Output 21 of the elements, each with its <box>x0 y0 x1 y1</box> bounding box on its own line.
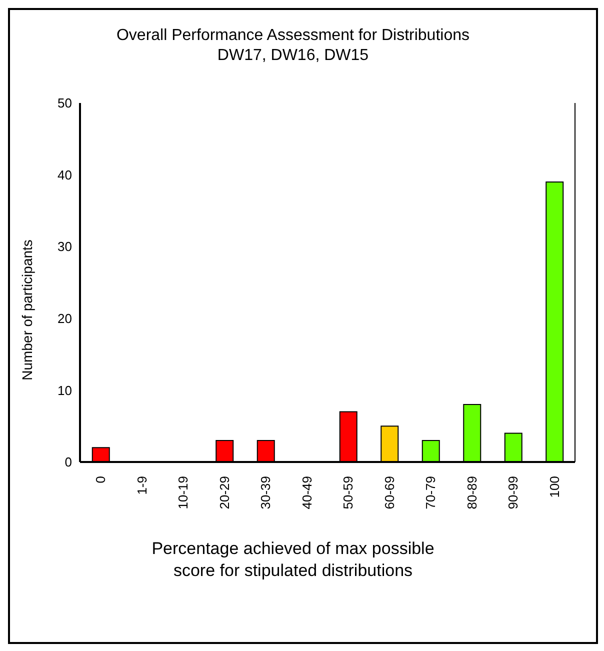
y-tick-label: 30 <box>58 239 72 254</box>
x-tick-label: 80-89 <box>464 476 480 510</box>
x-tick-label: 60-69 <box>382 476 397 510</box>
x-tick-label: 40-49 <box>299 476 314 510</box>
x-tick-label: 10-19 <box>176 476 191 510</box>
x-tick-label: 20-29 <box>216 476 232 510</box>
x-tick-label: 30-39 <box>258 476 274 510</box>
y-tick-label: 10 <box>58 382 72 398</box>
y-tick-label: 40 <box>58 167 72 182</box>
x-tick-label: 100 <box>546 476 562 498</box>
x-tick-label: 1-9 <box>134 476 150 495</box>
y-tick-label: 20 <box>58 311 72 326</box>
y-tick-label: 0 <box>64 454 72 470</box>
x-axis-title: Percentage achieved of max possible score for stipulated distributions <box>152 539 434 580</box>
x-tick-label: 90-99 <box>506 476 521 510</box>
x-tick-label: 0 <box>93 476 108 484</box>
x-tick-label: 70-79 <box>423 476 438 510</box>
y-axis-title: Number of participants <box>19 240 35 380</box>
chart-title: Overall Performance Assessment for Distributions DW17, DW16, DW15 <box>116 27 470 64</box>
x-tick-label: 50-59 <box>340 476 356 510</box>
y-tick-label: 50 <box>58 96 72 111</box>
